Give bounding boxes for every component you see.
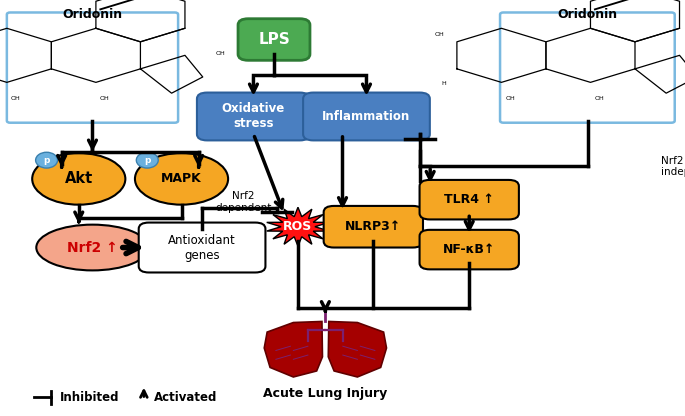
- Text: Inflammation: Inflammation: [323, 110, 410, 123]
- Text: OH: OH: [595, 96, 604, 101]
- Text: Oridonin: Oridonin: [62, 8, 123, 21]
- Text: Oridonin: Oridonin: [558, 8, 618, 21]
- FancyBboxPatch shape: [324, 206, 423, 248]
- FancyBboxPatch shape: [303, 92, 430, 141]
- Text: Antioxidant
genes: Antioxidant genes: [169, 233, 236, 262]
- Text: OH: OH: [100, 96, 110, 101]
- Text: OH: OH: [11, 96, 21, 101]
- Text: Activated: Activated: [154, 391, 218, 404]
- FancyBboxPatch shape: [419, 180, 519, 220]
- Text: NLRP3↑: NLRP3↑: [345, 220, 401, 233]
- FancyBboxPatch shape: [500, 12, 675, 123]
- Text: OH: OH: [434, 32, 444, 37]
- Polygon shape: [328, 322, 386, 377]
- Text: ROS: ROS: [284, 220, 312, 233]
- Text: Acute Lung Injury: Acute Lung Injury: [263, 386, 388, 400]
- Ellipse shape: [36, 152, 58, 168]
- Text: NF-κB↑: NF-κB↑: [443, 243, 495, 256]
- Polygon shape: [266, 207, 329, 246]
- Text: MAPK: MAPK: [161, 172, 202, 186]
- Text: Inhibited: Inhibited: [60, 391, 120, 404]
- Text: Akt: Akt: [64, 171, 93, 186]
- Text: H: H: [441, 81, 446, 86]
- Text: OH: OH: [506, 96, 515, 101]
- Ellipse shape: [135, 153, 228, 205]
- Ellipse shape: [32, 153, 125, 205]
- FancyBboxPatch shape: [197, 92, 310, 141]
- FancyBboxPatch shape: [419, 230, 519, 270]
- Text: Oxidative
stress: Oxidative stress: [222, 102, 285, 131]
- Text: OH: OH: [216, 51, 226, 56]
- Polygon shape: [264, 322, 323, 377]
- Text: Nrf2
independent: Nrf2 independent: [661, 156, 685, 177]
- Text: TLR4 ↑: TLR4 ↑: [445, 193, 494, 206]
- Text: Nrf2 ↑: Nrf2 ↑: [67, 240, 118, 255]
- FancyBboxPatch shape: [238, 19, 310, 60]
- Text: p: p: [144, 156, 151, 165]
- FancyBboxPatch shape: [138, 223, 265, 272]
- Ellipse shape: [36, 225, 149, 270]
- Text: p: p: [43, 156, 50, 165]
- Text: LPS: LPS: [258, 32, 290, 47]
- Ellipse shape: [136, 152, 158, 168]
- Text: Nrf2
dependent: Nrf2 dependent: [215, 191, 271, 213]
- FancyBboxPatch shape: [7, 12, 178, 123]
